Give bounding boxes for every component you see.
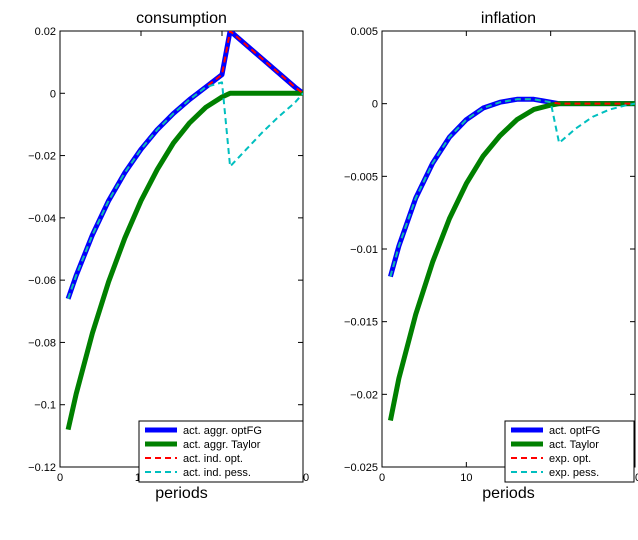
legend-entry-act-aggr-taylor: act. aggr. Taylor xyxy=(183,439,261,451)
y-tick-label: −0.02 xyxy=(350,389,378,401)
y-tick-label: −0.025 xyxy=(344,462,378,474)
consumption-panel: 0.020−0.02−0.04−0.06−0.08−0.1−0.12010203… xyxy=(28,10,309,502)
plot-area xyxy=(59,30,304,468)
y-tick-label: −0.08 xyxy=(28,337,56,349)
y-tick-label: −0.04 xyxy=(28,213,56,225)
y-tick-label: 0 xyxy=(372,99,378,111)
legend-entry-act-optfg: act. optFG xyxy=(549,425,600,437)
legend-entry-exp-opt: exp. opt. xyxy=(549,453,591,465)
x-axis-label: periods xyxy=(155,485,207,502)
x-tick-label: 10 xyxy=(460,472,472,484)
series-lines xyxy=(387,96,635,421)
x-tick-label: 0 xyxy=(379,472,385,484)
legend-entry-exp-pess: exp. pess. xyxy=(549,467,599,479)
y-tick-label: −0.01 xyxy=(350,244,378,256)
series-line-act-ind-pess xyxy=(67,81,303,300)
x-axis-label: periods xyxy=(482,485,534,502)
y-tick-label: −0.005 xyxy=(344,171,378,183)
y-tick-label: 0 xyxy=(50,88,56,100)
chart-title: consumption xyxy=(136,10,227,27)
legend-entry-act-aggr-optfg: act. aggr. optFG xyxy=(183,425,262,437)
y-tick-label: 0.005 xyxy=(350,26,378,38)
legend-entry-act-ind-pess: act. ind. pess. xyxy=(183,467,251,479)
y-tick-label: −0.02 xyxy=(28,151,56,163)
y-tick-label: −0.06 xyxy=(28,275,56,287)
inflation-panel: 0.0050−0.005−0.01−0.015−0.02−0.025010203… xyxy=(344,10,638,502)
plot-area xyxy=(381,30,636,468)
series-line-act-taylor xyxy=(387,101,635,421)
legend: act. aggr. optFG act. aggr. Taylor act. in… xyxy=(138,420,304,483)
series-lines xyxy=(65,31,303,431)
y-tick-label: 0.02 xyxy=(35,26,56,38)
x-tick-label: 0 xyxy=(57,472,63,484)
chart-title: inflation xyxy=(481,10,536,27)
legend-entry-act-ind-opt: act. ind. opt. xyxy=(183,453,243,465)
y-tick-label: −0.1 xyxy=(34,400,56,412)
y-tick-label: −0.12 xyxy=(28,462,56,474)
legend-entry-act-taylor: act. Taylor xyxy=(549,439,599,451)
series-line-exp-pess xyxy=(389,98,635,277)
series-line-act-aggr-taylor xyxy=(65,90,303,431)
y-tick-label: −0.015 xyxy=(344,317,378,329)
legend: act. optFG act. Taylor exp. opt. exp. pess. xyxy=(504,420,635,483)
